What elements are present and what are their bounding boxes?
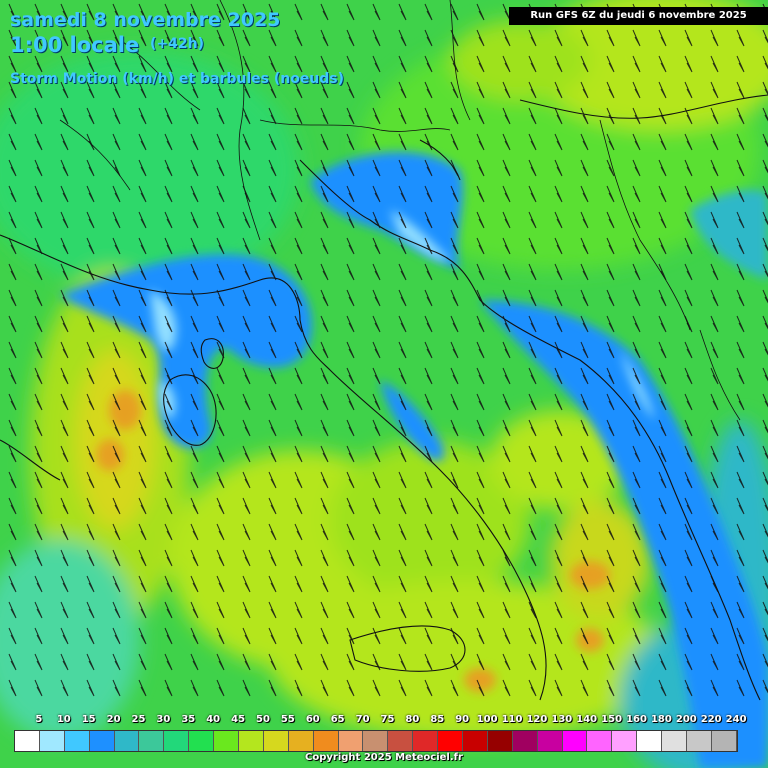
legend-swatch	[687, 731, 712, 751]
legend-swatch	[189, 731, 215, 751]
legend-swatch	[89, 731, 115, 751]
legend-label: 30	[156, 714, 171, 725]
legend-label: 140	[576, 714, 598, 725]
legend-label: 100	[476, 714, 498, 725]
legend-label: 110	[501, 714, 523, 725]
legend-label: 150	[601, 714, 623, 725]
legend-swatch	[637, 731, 663, 751]
legend-label: 120	[526, 714, 548, 725]
legend-swatch	[114, 731, 140, 751]
legend-labels: 5 10 15 20 25 30 35 40 45 50 55 60 65 70 75 80 85 90 100 11…	[14, 714, 754, 728]
legend-label: 220	[700, 714, 722, 725]
legend-label: 15	[81, 714, 96, 725]
legend-swatch	[288, 731, 314, 751]
legend-label: 70	[355, 714, 370, 725]
legend-label: 85	[430, 714, 445, 725]
legend-swatch	[463, 731, 488, 751]
forecast-time: 1:00 locale	[10, 33, 140, 57]
legend-swatch	[537, 731, 563, 751]
legend-swatch	[15, 731, 40, 751]
legend-label: 35	[181, 714, 196, 725]
legend-label: 180	[650, 714, 672, 725]
legend-swatch	[239, 731, 264, 751]
forecast-date: samedi 8 novembre 2025	[10, 9, 281, 31]
legend-label: 90	[455, 714, 470, 725]
legend-swatch	[363, 731, 389, 751]
legend-label: 240	[725, 714, 747, 725]
legend-swatch	[313, 731, 339, 751]
legend-label: 25	[131, 714, 146, 725]
legend-label: 10	[56, 714, 71, 725]
legend-swatch	[263, 731, 289, 751]
legend-label: 200	[675, 714, 697, 725]
legend-swatch	[64, 731, 90, 751]
legend-swatch	[662, 731, 688, 751]
legend-label: 55	[280, 714, 295, 725]
legend-swatch	[413, 731, 439, 751]
legend-label: 130	[551, 714, 573, 725]
legend-label: 45	[231, 714, 246, 725]
parameter-label: Storm Motion (km/h) et barbules (noeuds)	[10, 71, 345, 87]
legend-label: 65	[330, 714, 345, 725]
color-legend	[14, 730, 738, 752]
legend-label: 40	[206, 714, 221, 725]
legend-swatch	[338, 731, 364, 751]
legend-label: 80	[405, 714, 420, 725]
legend-swatch	[39, 731, 65, 751]
legend-swatch	[612, 731, 638, 751]
legend-label: 60	[305, 714, 320, 725]
legend-swatch	[487, 731, 513, 751]
legend-swatch	[512, 731, 538, 751]
legend-label: 160	[626, 714, 647, 725]
legend-swatch	[388, 731, 414, 751]
run-label: Run GFS 6Z du jeudi 6 novembre 2025	[509, 7, 768, 25]
wind-barbs	[0, 0, 768, 705]
legend-swatch	[139, 731, 165, 751]
legend-label: 5	[35, 714, 43, 725]
legend-swatch	[164, 731, 190, 751]
legend-swatch	[562, 731, 588, 751]
legend-label: 50	[256, 714, 270, 725]
legend-label: 20	[106, 714, 121, 725]
legend-swatch	[438, 731, 464, 751]
legend-label: 75	[380, 714, 395, 725]
copyright-notice: Copyright 2025 Meteociel.fr	[305, 752, 463, 763]
legend-swatch	[711, 731, 737, 751]
legend-swatch	[214, 731, 240, 751]
forecast-offset: (+42h)	[150, 36, 204, 52]
legend-swatch	[587, 731, 613, 751]
